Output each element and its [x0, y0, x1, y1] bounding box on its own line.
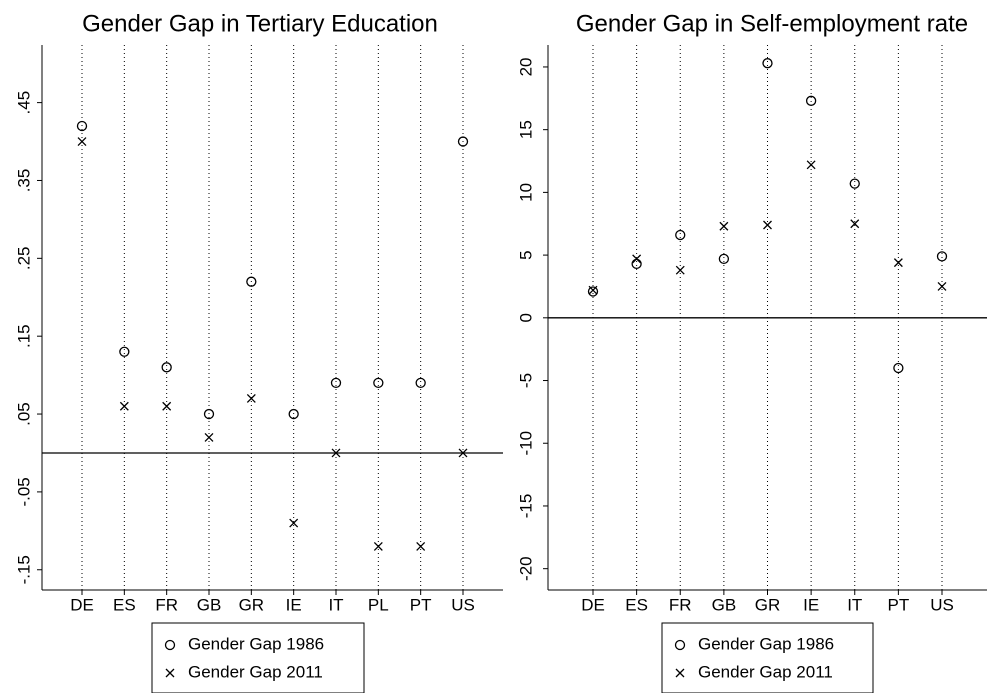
x-tick-label: US	[451, 595, 475, 614]
y-tick-label: -.15	[14, 555, 33, 584]
legend-label: Gender Gap 1986	[188, 634, 324, 653]
point-x	[289, 518, 299, 528]
x-tick-label: IT	[328, 595, 343, 614]
point-x	[373, 541, 383, 551]
x-tick-label: GR	[755, 595, 781, 614]
point-circle	[415, 377, 426, 389]
point-x	[458, 448, 468, 458]
point-x	[675, 265, 685, 275]
point-x	[632, 254, 642, 264]
x-tick-label: IE	[803, 595, 819, 614]
x-tick-label: FR	[155, 595, 178, 614]
x-tick-label: FR	[669, 595, 692, 614]
x-tick-label: PT	[888, 595, 910, 614]
legend-label: Gender Gap 1986	[698, 634, 834, 653]
x-tick-label: DE	[581, 595, 605, 614]
y-tick-label: .45	[14, 91, 33, 115]
point-circle	[805, 95, 817, 106]
point-circle	[587, 286, 599, 297]
point-x	[416, 541, 426, 551]
legend-marker	[164, 639, 176, 651]
chart-title: Gender Gap in Tertiary Education	[82, 10, 438, 37]
point-circle	[936, 251, 948, 262]
legend-marker	[675, 668, 685, 678]
point-x	[162, 401, 172, 411]
point-x	[246, 394, 256, 403]
point-x	[806, 160, 816, 170]
x-tick-label: PL	[368, 595, 389, 614]
point-x	[893, 258, 903, 268]
y-tick-label: 5	[516, 250, 535, 259]
legend-marker	[165, 668, 175, 678]
point-circle	[203, 408, 215, 420]
y-tick-label: 20	[516, 57, 535, 76]
x-tick-label: GB	[712, 595, 737, 614]
x-tick-label: GB	[197, 595, 222, 614]
legend-box	[151, 622, 365, 693]
point-circle	[849, 178, 860, 189]
point-circle	[288, 408, 299, 420]
y-tick-label: .05	[14, 402, 33, 426]
point-circle	[762, 58, 773, 69]
point-x	[119, 401, 129, 411]
point-circle	[119, 346, 130, 357]
point-x	[588, 285, 598, 295]
y-tick-label: 15	[516, 120, 535, 139]
point-circle	[893, 362, 904, 374]
x-tick-label: IE	[286, 595, 302, 614]
point-circle	[631, 258, 642, 270]
point-x	[763, 220, 772, 230]
point-x	[937, 281, 947, 291]
point-x	[204, 432, 214, 442]
x-tick-label: DE	[70, 595, 94, 614]
y-tick-label: -5	[516, 373, 535, 388]
y-tick-label: -.05	[14, 477, 33, 506]
y-tick-label: -15	[516, 494, 535, 519]
legend-label: Gender Gap 2011	[698, 662, 833, 681]
point-x	[77, 137, 87, 147]
x-tick-label: PT	[410, 595, 432, 614]
y-tick-label: .15	[14, 324, 33, 348]
point-circle	[373, 377, 384, 389]
y-tick-label: -10	[516, 431, 535, 456]
point-circle	[457, 136, 469, 147]
legend-marker	[674, 639, 686, 651]
chart-title: Gender Gap in Self-employment rate	[576, 10, 968, 37]
point-circle	[76, 120, 88, 132]
y-tick-label: .35	[14, 169, 33, 193]
point-circle	[161, 362, 172, 373]
point-x	[331, 448, 341, 458]
y-tick-label: .25	[14, 247, 33, 271]
x-tick-label: ES	[625, 595, 648, 614]
y-tick-label: -20	[516, 556, 535, 581]
point-x	[719, 221, 729, 231]
point-circle	[675, 229, 686, 241]
legend-box	[661, 622, 874, 693]
x-tick-label: US	[930, 595, 954, 614]
point-x	[850, 219, 860, 229]
x-tick-label: IT	[847, 595, 862, 614]
point-circle	[246, 276, 257, 287]
point-circle	[718, 253, 730, 265]
legend-label: Gender Gap 2011	[188, 662, 323, 681]
x-tick-label: ES	[113, 595, 136, 614]
point-circle	[330, 377, 342, 389]
y-tick-label: 0	[516, 313, 535, 322]
x-tick-label: GR	[239, 595, 265, 614]
y-tick-label: 10	[516, 183, 535, 202]
